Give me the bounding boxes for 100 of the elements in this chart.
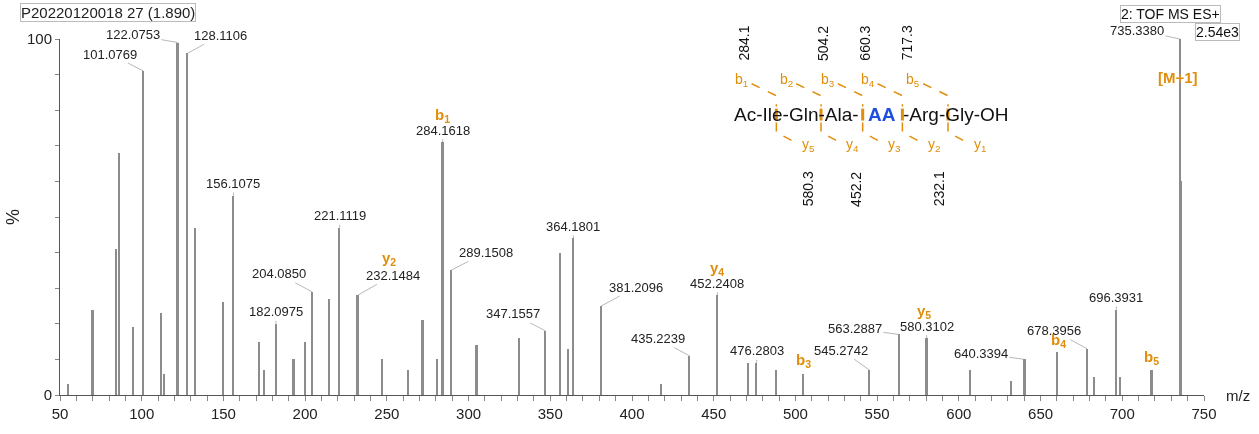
annotation: b$_{3}$ <box>796 351 812 371</box>
bar <box>263 370 265 395</box>
bar <box>716 295 718 395</box>
y-tick-label: 0 <box>43 386 52 404</box>
annotation: 128.1106 <box>194 28 248 43</box>
bar <box>518 338 520 395</box>
annotation: y$_{4}$ <box>846 136 859 154</box>
annotation: 545.2742 <box>814 343 869 358</box>
bar <box>1010 381 1012 395</box>
annotation: 435.2239 <box>631 331 686 346</box>
bar <box>67 384 69 395</box>
annotation: y$_{2}$ <box>928 136 941 154</box>
bar <box>328 299 330 395</box>
annotation: 221.1119 <box>314 208 367 223</box>
bar <box>775 370 777 395</box>
bar <box>132 327 134 395</box>
x-tick-label: 200 <box>292 405 318 422</box>
bar <box>311 292 313 395</box>
annotation: AA <box>868 104 896 125</box>
annotation: 452.2408 <box>690 276 745 291</box>
bar <box>802 374 804 395</box>
bar <box>868 370 870 395</box>
annotation: [M+1] <box>1158 69 1198 86</box>
annotation: 284.1 <box>735 25 752 61</box>
x-tick-label: 150 <box>210 405 236 422</box>
annotation: y$_{2}$ <box>382 249 397 269</box>
annotation: 452.2 <box>847 171 864 207</box>
x-axis-title: m/z <box>1226 387 1251 404</box>
annotation: 364.1801 <box>546 219 601 234</box>
bar <box>381 359 383 395</box>
x-tick-label: 500 <box>782 405 808 422</box>
bar <box>544 331 546 395</box>
annotation: 182.0975 <box>249 304 304 319</box>
annotation: b$_{5}$ <box>906 71 920 89</box>
bar <box>475 345 478 395</box>
annotation: 2.54e3 <box>1196 24 1240 40</box>
bar <box>275 324 277 395</box>
annotation: 660.3 <box>856 25 873 61</box>
annotation: 735.3380 <box>1110 23 1165 38</box>
bar <box>194 228 196 395</box>
x-tick-label: 100 <box>129 405 155 422</box>
bar <box>747 363 749 395</box>
annotation: 289.1508 <box>459 245 514 260</box>
annotation: 122.0753 <box>106 27 161 42</box>
text: 2: TOF MS ES+ <box>1121 6 1220 22</box>
annotation: y$_{1}$ <box>974 136 987 154</box>
bar <box>572 238 574 395</box>
bar <box>688 356 690 395</box>
annotation: 717.3 <box>899 25 916 61</box>
annotation: b$_{3}$ <box>821 71 835 89</box>
chart-title: P20220120018 27 (1.890) <box>21 4 196 21</box>
annotation: 563.2887 <box>828 321 883 336</box>
bar <box>118 153 120 395</box>
annotation: y$_{5}$ <box>917 302 932 322</box>
annotation: 101.0769 <box>83 47 138 62</box>
bar <box>232 196 234 395</box>
annotation: y$_{4}$ <box>710 259 725 279</box>
x-tick-label: 350 <box>537 405 563 422</box>
bar <box>1115 310 1117 395</box>
bar <box>600 306 602 395</box>
bar <box>356 295 359 395</box>
y-axis-title: % <box>3 208 24 226</box>
annotation: 381.2096 <box>609 280 664 295</box>
bar <box>186 53 188 395</box>
bar <box>1086 349 1088 395</box>
bar <box>407 370 409 395</box>
annotation: 204.0850 <box>252 266 307 281</box>
bar <box>160 313 162 395</box>
annotation: b$_{1}$ <box>435 106 451 126</box>
bar <box>258 342 260 395</box>
x-tick-label: 650 <box>1028 405 1054 422</box>
bar <box>755 363 757 395</box>
annotation: b$_{1}$ <box>735 71 749 89</box>
annotation: 232.1 <box>930 170 947 207</box>
annotation: 580.3 <box>799 171 816 207</box>
x-tick-label: 750 <box>1191 405 1217 422</box>
bar <box>450 270 452 395</box>
bar <box>898 334 900 395</box>
annotation: 156.1075 <box>206 176 261 191</box>
x-tick-label: 300 <box>456 405 482 422</box>
annotation: 347.1557 <box>486 306 541 321</box>
bar <box>421 320 424 395</box>
annotation: b$_{2}$ <box>780 71 794 89</box>
annotation: 476.2803 <box>730 343 785 358</box>
annotation: 580.3102 <box>900 319 955 334</box>
annotation: b$_{4}$ <box>861 71 875 89</box>
bar <box>292 359 295 395</box>
bar <box>1119 377 1121 395</box>
bar <box>660 384 662 395</box>
annotation: 232.1484 <box>366 268 421 283</box>
bar <box>441 142 444 395</box>
annotation: y$_{5}$ <box>802 136 815 154</box>
annotation: 284.1618 <box>416 123 471 138</box>
x-tick-label: 450 <box>701 405 727 422</box>
annotation: y$_{3}$ <box>888 136 901 154</box>
bar <box>338 228 340 395</box>
bar <box>1093 377 1095 395</box>
bar <box>176 43 179 395</box>
x-tick-label: 600 <box>946 405 972 422</box>
x-tick-label: 50 <box>51 405 69 422</box>
